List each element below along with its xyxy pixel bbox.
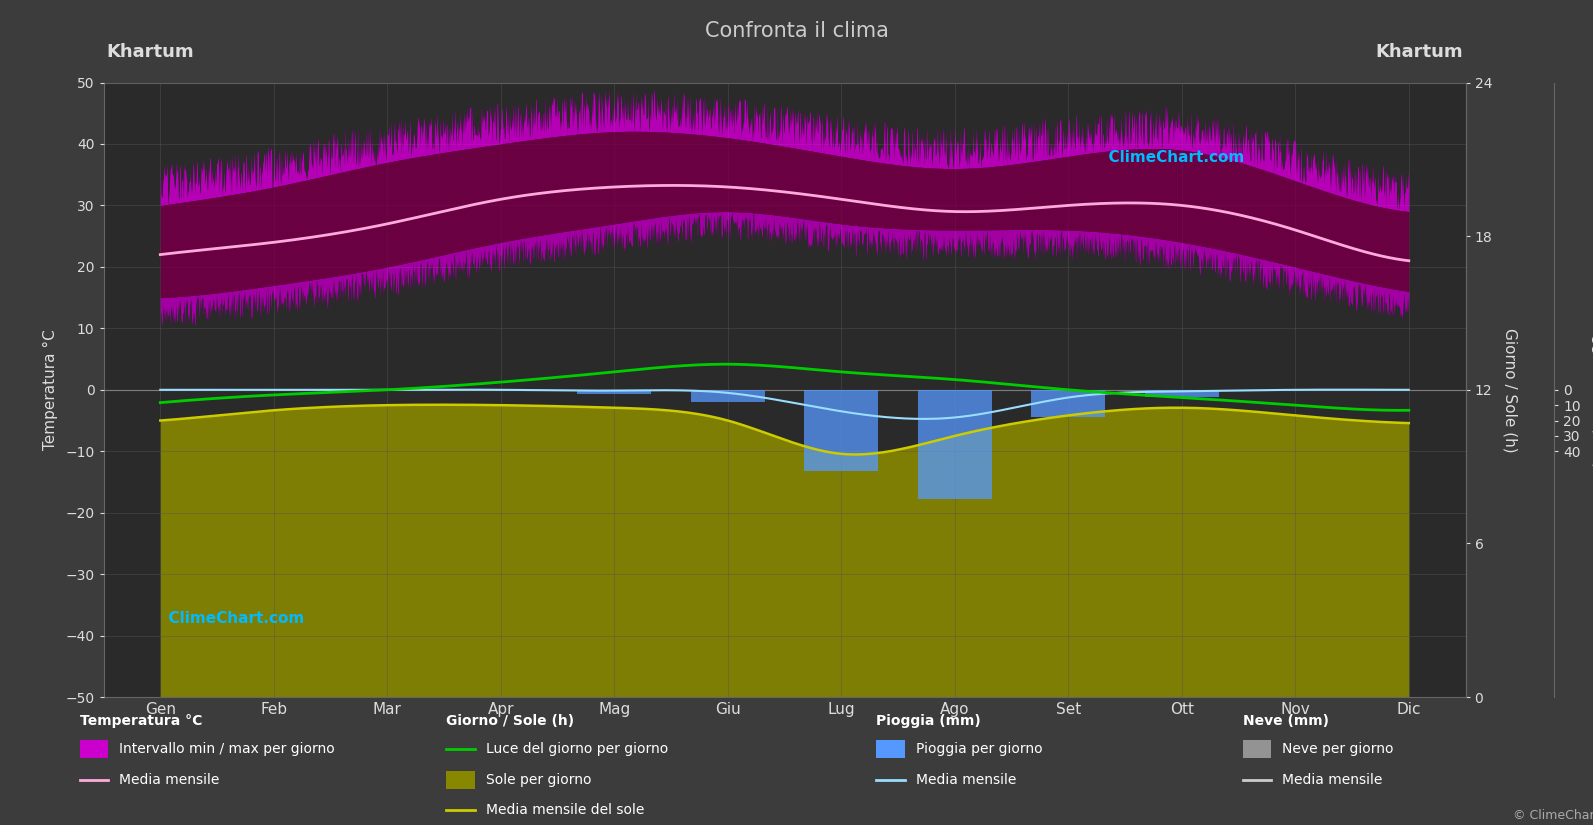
Text: Luce del giorno per giorno: Luce del giorno per giorno (486, 742, 667, 756)
Text: Temperatura °C: Temperatura °C (80, 714, 202, 728)
Text: © ClimeChart.com: © ClimeChart.com (1513, 808, 1593, 822)
Text: Sole per giorno: Sole per giorno (486, 773, 591, 786)
Bar (691, 390, 765, 402)
Text: Khartum: Khartum (1375, 43, 1462, 61)
Text: Intervallo min / max per giorno: Intervallo min / max per giorno (119, 742, 335, 756)
Bar (80, 740, 108, 758)
Text: ClimeChart.com: ClimeChart.com (1098, 150, 1244, 165)
Text: Pioggia per giorno: Pioggia per giorno (916, 742, 1042, 756)
Y-axis label: Temperatura °C: Temperatura °C (43, 329, 59, 450)
Text: Neve per giorno: Neve per giorno (1282, 742, 1394, 756)
Bar (918, 390, 992, 499)
Text: Neve (mm): Neve (mm) (1243, 714, 1329, 728)
Text: Media mensile: Media mensile (1282, 773, 1383, 786)
Text: Pioggia (mm): Pioggia (mm) (876, 714, 981, 728)
Bar (1243, 740, 1271, 758)
Text: Media mensile: Media mensile (119, 773, 220, 786)
Bar (1031, 390, 1106, 417)
Text: Giorno / Sole (h): Giorno / Sole (h) (446, 714, 573, 728)
Text: Media mensile del sole: Media mensile del sole (486, 804, 644, 817)
Bar (804, 390, 878, 471)
Text: Confronta il clima: Confronta il clima (704, 21, 889, 40)
Bar (1145, 390, 1219, 398)
Y-axis label: Pioggia / Neve (mm): Pioggia / Neve (mm) (1591, 312, 1593, 468)
Bar (876, 740, 905, 758)
Text: Khartum: Khartum (107, 43, 194, 61)
Text: Media mensile: Media mensile (916, 773, 1016, 786)
Y-axis label: Giorno / Sole (h): Giorno / Sole (h) (1502, 328, 1518, 452)
Bar (577, 390, 652, 394)
Bar (446, 771, 475, 789)
Text: ClimeChart.com: ClimeChart.com (158, 611, 304, 626)
